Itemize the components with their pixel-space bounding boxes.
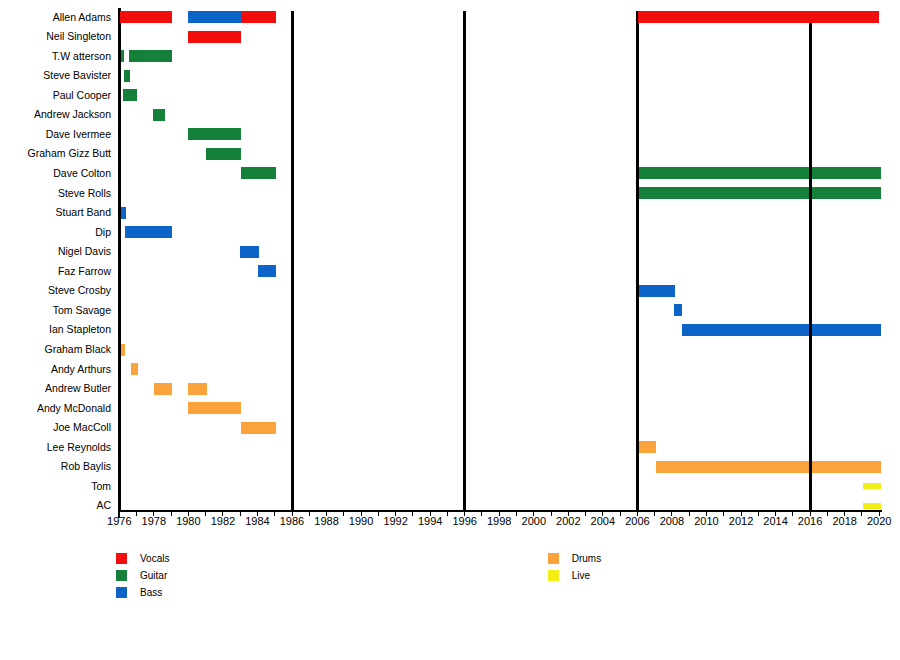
- timeline-bar-guitar: [188, 128, 241, 140]
- legend-label-drums: Drums: [572, 553, 601, 565]
- timeline-bar-guitar: [124, 70, 129, 82]
- legend-label-bass: Bass: [140, 587, 162, 599]
- x-axis-baseline: [118, 510, 882, 512]
- legend-label-vocals: Vocals: [140, 553, 169, 565]
- timeline-bar-bass: [682, 324, 881, 336]
- legend-label-live: Live: [572, 570, 590, 582]
- legend-swatch-guitar: [116, 570, 127, 581]
- timeline-bar-bass: [638, 285, 675, 297]
- timeline-bar-drums: [188, 402, 241, 414]
- timeline-bar-guitar: [153, 109, 165, 121]
- event-line-2006: [636, 11, 639, 512]
- timeline-bar-drums: [188, 383, 207, 395]
- timeline-bar-bass: [258, 265, 275, 277]
- timeline-bar-vocals: [188, 31, 241, 43]
- timeline-bar-drums: [154, 383, 172, 395]
- timeline-bar-vocals: [120, 11, 172, 23]
- timeline-bar-drums: [656, 461, 881, 473]
- legend-swatch-drums: [548, 553, 559, 564]
- legend-swatch-live: [548, 570, 559, 581]
- event-line-2016: [809, 11, 812, 512]
- event-line-1986: [291, 11, 294, 512]
- timeline-bar-guitar: [129, 50, 172, 62]
- legend-label-guitar: Guitar: [140, 570, 167, 582]
- timeline-bar-live: [863, 483, 881, 489]
- legend-swatch-vocals: [116, 553, 127, 564]
- timeline-bar-bass: [674, 304, 683, 316]
- timeline-bar-guitar: [638, 187, 881, 199]
- y-axis-line: [118, 8, 121, 511]
- legend-swatch-bass: [116, 587, 127, 598]
- timeline-bar-guitar: [123, 89, 138, 101]
- event-line-1996: [463, 11, 466, 512]
- timeline-bar-bass: [188, 11, 241, 23]
- timeline-bar-guitar: [241, 167, 276, 179]
- timeline-bar-guitar: [206, 148, 241, 160]
- timeline-bar-drums: [241, 422, 276, 434]
- timeline-bar-live: [863, 503, 881, 509]
- timeline-bar-vocals: [241, 11, 276, 23]
- band-members-timeline-chart: Allen AdamsNeil SingletonT.W attersonSte…: [0, 0, 900, 660]
- timeline-bar-guitar: [638, 167, 881, 179]
- timeline-bar-drums: [131, 363, 138, 375]
- timeline-bar-bass: [125, 226, 172, 238]
- timeline-bar-bass: [240, 246, 259, 258]
- timeline-bar-vocals: [638, 11, 879, 23]
- timeline-bar-drums: [638, 441, 655, 453]
